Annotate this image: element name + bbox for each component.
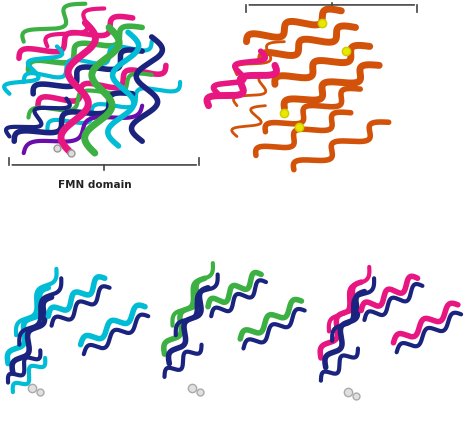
Text: FMN domain: FMN domain: [58, 180, 132, 190]
